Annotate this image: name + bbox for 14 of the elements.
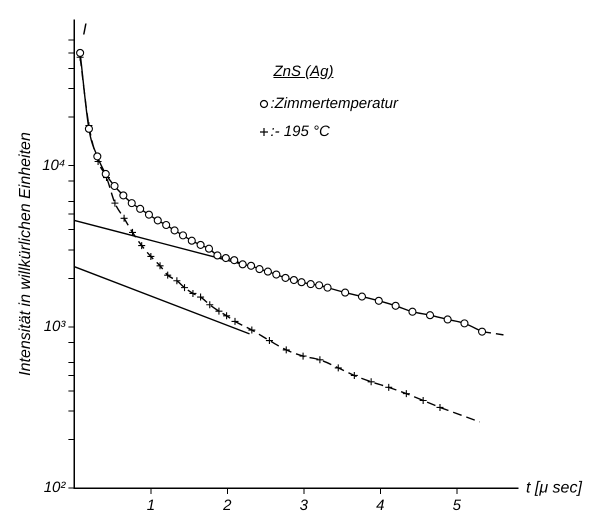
legend-title: ZnS (Ag) xyxy=(272,62,334,82)
x-tick-label: 4 xyxy=(376,497,384,514)
x-tick-label: 2 xyxy=(222,497,232,514)
legend-label: :- 195 °C xyxy=(270,122,330,142)
x-tick-label: 3 xyxy=(300,497,309,514)
legend-label: :Zimmertemperatur xyxy=(270,94,398,114)
y-tick-label: 10³ xyxy=(44,318,66,335)
x-axis-title: t [μ sec] xyxy=(526,479,582,496)
x-tick-label: 1 xyxy=(146,497,156,514)
x-tick-label: 5 xyxy=(452,497,462,514)
y-tick-label: 10² xyxy=(44,479,66,496)
y-tick-label: 10⁴ xyxy=(42,156,66,174)
y-axis-title: Intensität in willkürlichen Einheiten xyxy=(17,132,34,376)
annotation: I xyxy=(82,21,88,38)
